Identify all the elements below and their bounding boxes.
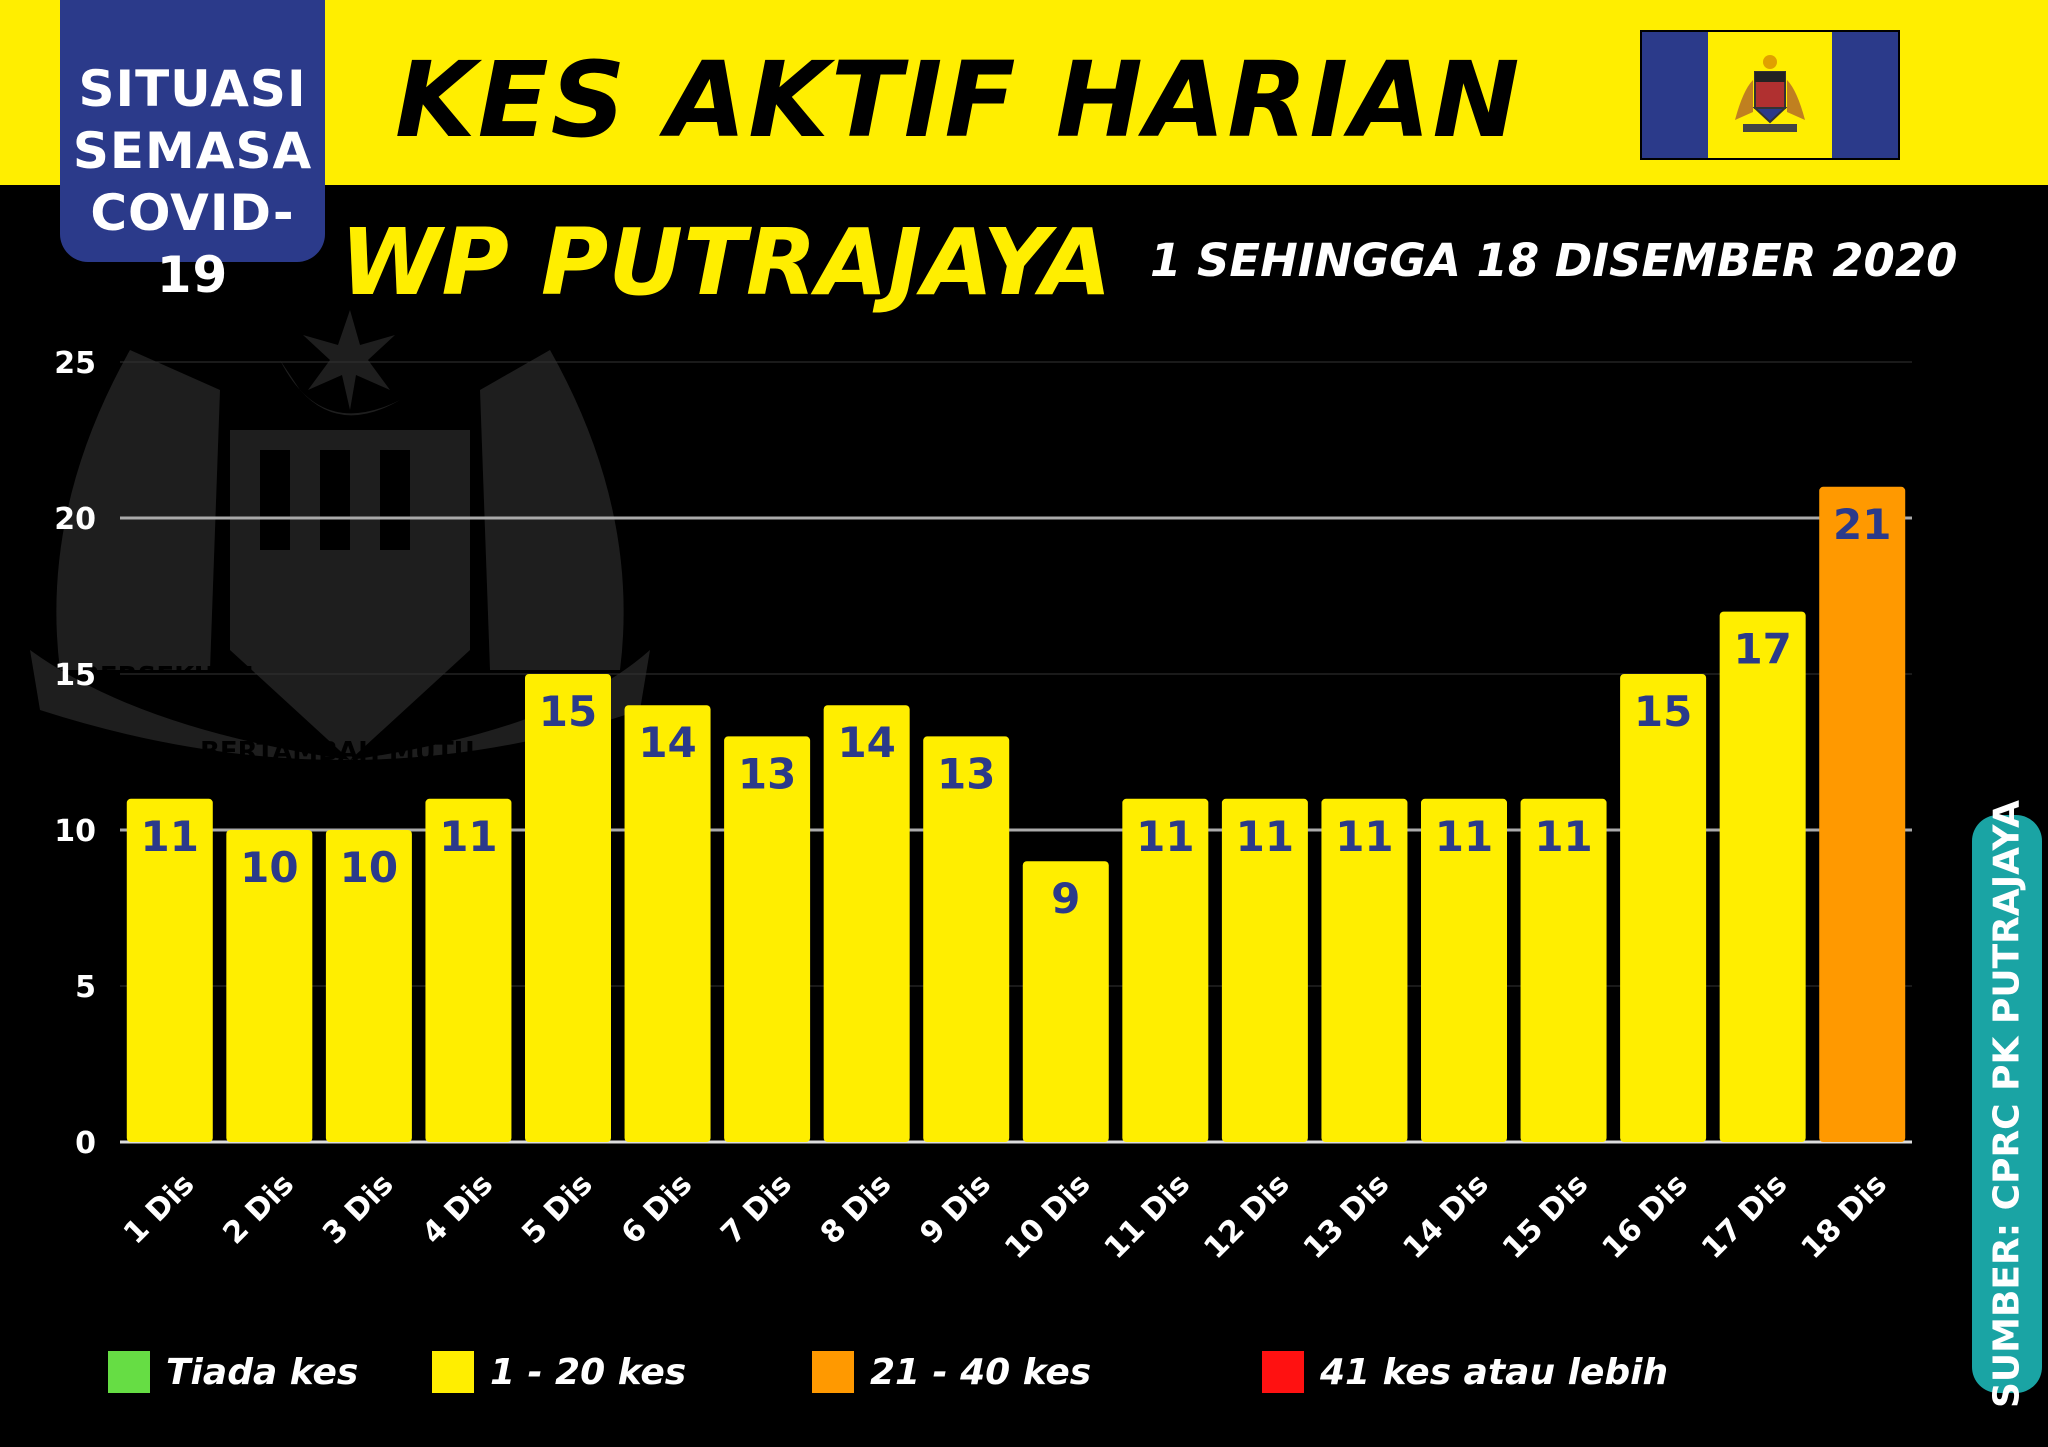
data-label: 21 [1833, 500, 1891, 549]
bar [624, 705, 711, 1142]
x-tick-label: 18 Dis [1795, 1167, 1894, 1266]
x-tick-label: 13 Dis [1297, 1167, 1396, 1266]
data-label: 11 [141, 812, 199, 861]
data-label: 11 [1236, 812, 1294, 861]
legend-label: 21 - 40 kes [870, 1351, 1092, 1393]
bar [325, 830, 412, 1142]
legend-swatch [1262, 1351, 1304, 1393]
data-label: 9 [1051, 874, 1080, 923]
y-tick-label: 0 [75, 1126, 96, 1161]
y-tick-label: 5 [75, 970, 96, 1005]
legend-swatch [108, 1351, 150, 1393]
y-tick-label: 25 [54, 346, 96, 381]
legend-item-1-20: 1 - 20 kes [432, 1350, 686, 1394]
bar [525, 674, 611, 1142]
coat-of-arms-icon [1735, 55, 1805, 132]
badge-line-1: SITUASI [78, 60, 307, 118]
x-tick-label: 10 Dis [998, 1167, 1097, 1266]
bar [1620, 674, 1707, 1142]
x-tick-label: 1 Dis [117, 1167, 201, 1251]
x-tick-label: 4 Dis [416, 1167, 500, 1251]
data-label: 11 [1136, 812, 1194, 861]
chart-grid [120, 361, 1912, 1144]
legend-item-21-40: 21 - 40 kes [812, 1350, 1091, 1394]
badge-line-3: COVID-19 [90, 184, 295, 304]
badge-line-2: SEMASA [72, 122, 313, 180]
chart-data-labels: 11 10 10 11 15 14 13 14 13 9 11 11 11 11 11 15 17 21 [141, 500, 1892, 923]
legend-label: 1 - 20 kes [490, 1351, 687, 1393]
legend-swatch [812, 1351, 854, 1393]
legend-label: Tiada kes [166, 1351, 359, 1393]
chart-y-axis: 0 5 10 15 20 25 [54, 346, 96, 1161]
data-label: 10 [340, 843, 398, 892]
legend-label: 41 kes atau lebih [1320, 1351, 1669, 1393]
y-tick-label: 15 [54, 658, 96, 693]
data-label: 10 [240, 843, 298, 892]
data-label: 11 [439, 812, 497, 861]
legend-item-none: Tiada kes [108, 1350, 358, 1394]
bar-chart: 11 10 10 11 15 14 13 14 13 9 11 11 11 11 11 15 17 21 0 5 10… [54, 346, 1912, 1266]
x-tick-label: 11 Dis [1098, 1167, 1197, 1266]
x-tick-label: 6 Dis [615, 1167, 699, 1251]
y-tick-label: 10 [54, 814, 96, 849]
data-label: 11 [1435, 812, 1493, 861]
data-label: 13 [738, 749, 796, 798]
crest-text-2: BERTAMBAH MUTU [200, 737, 475, 767]
x-tick-label: 2 Dis [217, 1167, 301, 1251]
x-tick-label: 17 Dis [1695, 1167, 1794, 1266]
x-tick-label: 8 Dis [814, 1167, 898, 1251]
bar [1221, 798, 1308, 1142]
chart-x-axis: 1 Dis 2 Dis 3 Dis 4 Dis 5 Dis 6 Dis 7 Dis 8 Dis… [117, 1167, 1894, 1266]
covid-badge: SITUASI SEMASA COVID-19 [60, 0, 325, 304]
data-label: 11 [1534, 812, 1592, 861]
bar [226, 830, 313, 1142]
date-range: 1 SEHINGGA 18 DISEMBER 2020 [1150, 234, 1958, 287]
bar [823, 705, 910, 1142]
legend-swatch [432, 1351, 474, 1393]
data-label: 14 [638, 718, 696, 767]
x-tick-label: 15 Dis [1496, 1167, 1595, 1266]
x-tick-label: 16 Dis [1596, 1167, 1695, 1266]
bar [425, 798, 512, 1142]
bar [1421, 798, 1507, 1142]
source-text: SUMBER: CPRC PK PUTRAJAYA [1986, 799, 2028, 1409]
data-label: 13 [937, 749, 995, 798]
y-tick-label: 20 [54, 502, 96, 537]
page-title: KES AKTIF HARIAN [395, 39, 1522, 161]
bar [724, 736, 811, 1142]
x-tick-label: 7 Dis [714, 1167, 798, 1251]
crest-watermark-icon: BERSEKUTU BERTAMBAH MUTU [30, 310, 650, 767]
bar [923, 736, 1010, 1142]
data-label: 15 [1634, 687, 1692, 736]
bar [1122, 798, 1209, 1142]
crest-text-1: BERSEKUTU [80, 662, 254, 692]
legend-item-41-plus: 41 kes atau lebih [1262, 1350, 1668, 1394]
bar [1520, 798, 1607, 1142]
data-label: 17 [1733, 625, 1791, 674]
putrajaya-flag [1640, 30, 1900, 160]
data-label: 15 [539, 687, 597, 736]
source-tag: SUMBER: CPRC PK PUTRAJAYA [1972, 800, 2042, 1408]
x-tick-label: 3 Dis [316, 1167, 400, 1251]
chart-bars [126, 486, 1906, 1142]
data-label: 11 [1335, 812, 1393, 861]
bar [126, 798, 213, 1142]
bar [1321, 798, 1408, 1142]
bar [1719, 611, 1806, 1142]
chart-subtitle: WP PUTRAJAYA [340, 209, 1112, 316]
x-tick-label: 5 Dis [515, 1167, 599, 1251]
bar [1022, 861, 1109, 1142]
x-tick-label: 9 Dis [913, 1167, 997, 1251]
data-label: 14 [837, 718, 895, 767]
bar [1819, 486, 1906, 1142]
x-tick-label: 12 Dis [1197, 1167, 1296, 1266]
x-tick-label: 14 Dis [1396, 1167, 1495, 1266]
